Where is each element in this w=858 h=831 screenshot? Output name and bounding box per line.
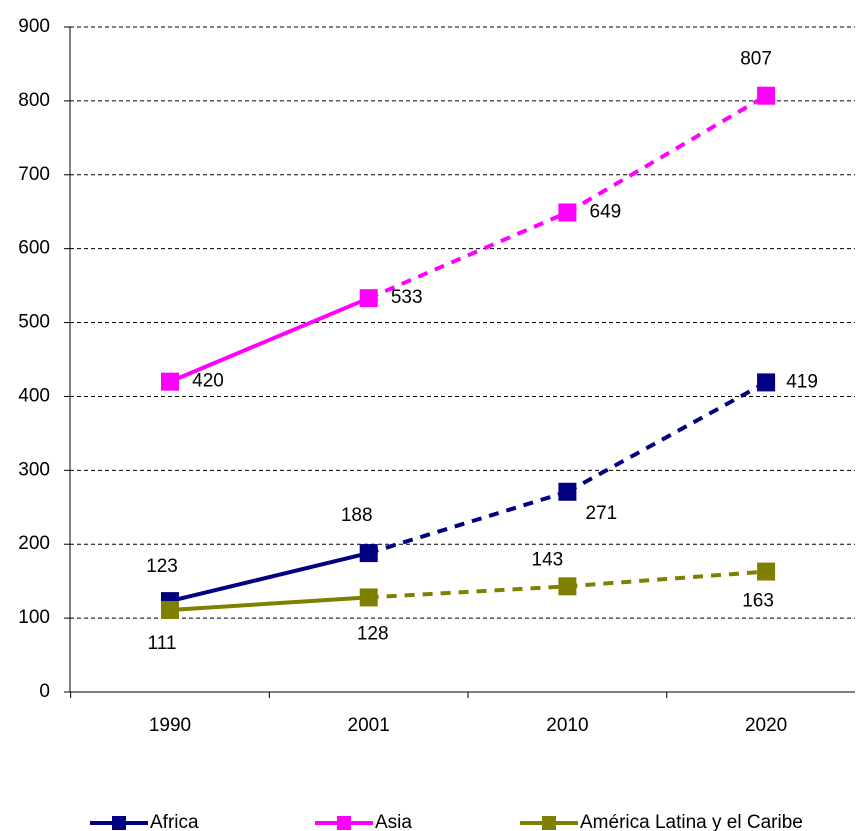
y-tick-label: 700 xyxy=(18,164,50,185)
marker xyxy=(558,482,577,501)
line-segment xyxy=(169,595,369,612)
line-segment xyxy=(169,296,370,384)
data-label: 420 xyxy=(192,371,224,392)
y-tick-label: 900 xyxy=(18,16,50,37)
legend-marker xyxy=(337,816,351,830)
x-tick-label: 2010 xyxy=(546,715,588,736)
legend-label: Africa xyxy=(150,812,199,831)
line-segment xyxy=(368,584,568,600)
marker xyxy=(757,562,776,581)
legend-label: América Latina y el Caribe xyxy=(580,812,803,831)
y-tick-label: 500 xyxy=(18,312,50,333)
data-label: 143 xyxy=(532,549,564,570)
y-tick-label: 800 xyxy=(18,90,50,111)
marker xyxy=(161,372,179,391)
line-segment xyxy=(368,489,568,556)
legend-marker xyxy=(542,816,556,830)
marker xyxy=(558,203,577,222)
data-label: 123 xyxy=(146,556,178,577)
x-tick-label: 2001 xyxy=(348,715,390,736)
data-label: 533 xyxy=(391,287,423,308)
data-label: 419 xyxy=(786,371,818,392)
y-tick-label: 0 xyxy=(39,681,50,702)
line-segment xyxy=(567,569,767,589)
marker xyxy=(161,600,179,619)
y-tick-label: 300 xyxy=(18,459,50,480)
x-tick-label: 2020 xyxy=(745,715,787,736)
x-tick-label: 1990 xyxy=(149,715,191,736)
data-label: 128 xyxy=(357,623,389,644)
legend-marker xyxy=(112,816,126,830)
y-tick-label: 100 xyxy=(18,607,50,628)
data-label: 807 xyxy=(740,49,772,70)
y-tick-label: 600 xyxy=(18,238,50,259)
marker xyxy=(757,373,776,392)
line-segment xyxy=(566,380,768,494)
marker xyxy=(359,544,378,563)
line-segment xyxy=(169,551,370,604)
line-segment xyxy=(367,210,569,301)
line-segment xyxy=(566,93,768,215)
data-label: 163 xyxy=(742,591,774,612)
data-label: 271 xyxy=(586,503,618,524)
marker xyxy=(757,86,776,105)
data-label: 649 xyxy=(590,201,622,222)
marker xyxy=(359,289,378,308)
data-label: 188 xyxy=(341,505,373,526)
legend-label: Asia xyxy=(375,812,412,831)
y-tick-label: 200 xyxy=(18,533,50,554)
data-label: 111 xyxy=(148,633,177,654)
marker xyxy=(359,588,378,607)
marker xyxy=(558,577,577,596)
y-tick-label: 400 xyxy=(18,385,50,406)
